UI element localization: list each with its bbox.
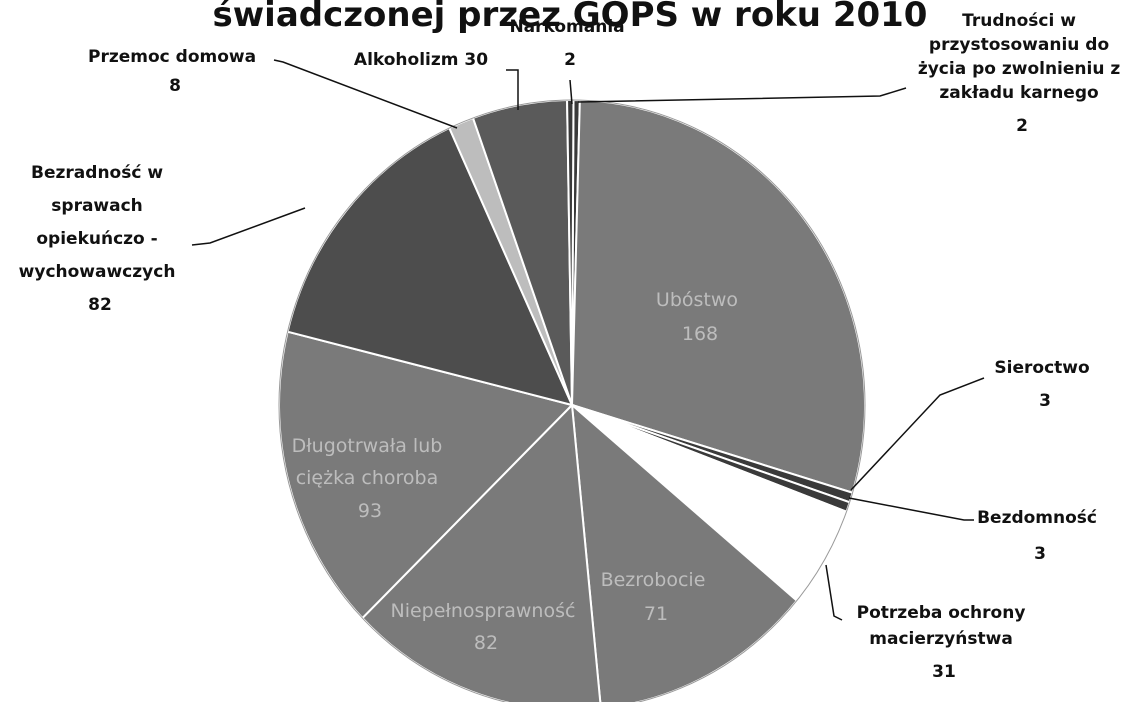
- label-niepelnosprawnosc: Niepełnosprawność 82: [390, 600, 581, 654]
- chart-title: świadczonej przez GOPS w roku 2010: [213, 0, 928, 35]
- leader-line-przemoc: [273, 59, 458, 129]
- leader-line-sieroctwo: [850, 377, 985, 491]
- label-przemoc: Przemoc domowa 8: [88, 47, 262, 96]
- label-trudnosci: Trudności w przystosowaniu do życia po z…: [918, 11, 1126, 136]
- label-alkoholizm: Alkoholizm 30: [354, 50, 488, 70]
- leader-line-bezradnosc: [191, 207, 306, 246]
- leader-line-bezdomnosc: [848, 497, 974, 521]
- leader-line-narkomania: [569, 79, 573, 105]
- label-sieroctwo: Sieroctwo 3: [994, 358, 1095, 411]
- label-bezradnosc: Bezradność w sprawach opiekuńczo - wycho…: [19, 163, 182, 315]
- label-choroba: Długotrwała lub ciężka choroba 93: [292, 435, 449, 522]
- leader-line-trudnosci: [577, 87, 907, 103]
- leader-line-macierzynstwo: [825, 564, 843, 621]
- label-macierzynstwo: Potrzeba ochrony macierzyństwa 31: [857, 603, 1032, 682]
- label-bezrobocie: Bezrobocie 71: [601, 569, 712, 625]
- label-bezdomnosc: Bezdomność 3: [977, 508, 1103, 564]
- label-ubostwo: Ubóstwo 168: [656, 289, 744, 345]
- leader-lines: [191, 59, 985, 621]
- label-narkomania: Narkomania 2: [509, 17, 630, 70]
- pie-slices: [278, 98, 866, 702]
- leader-line-alkoholizm: [506, 69, 519, 110]
